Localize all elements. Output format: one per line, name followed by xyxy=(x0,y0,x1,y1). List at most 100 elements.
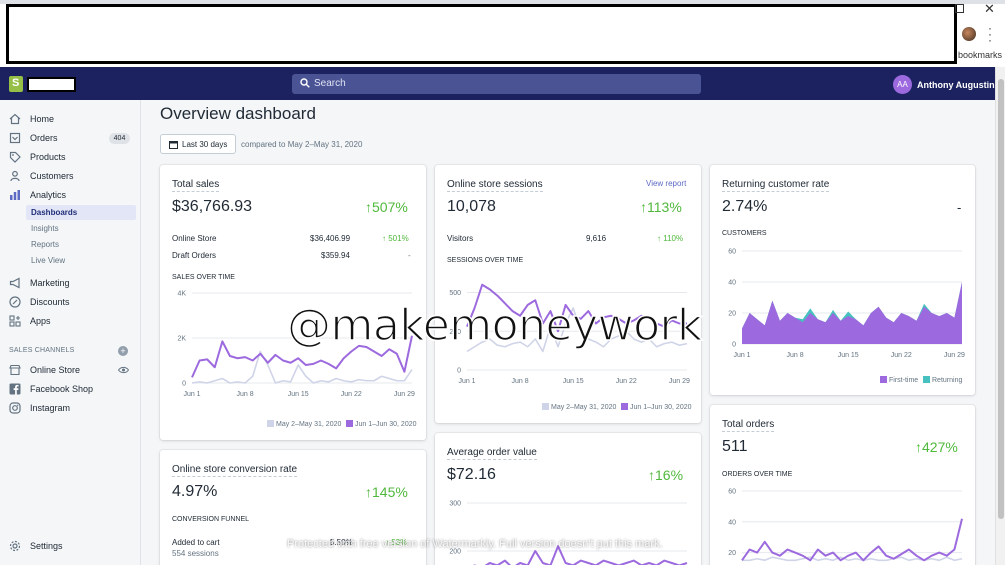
sidebar-item-label: Products xyxy=(30,152,66,162)
user-name[interactable]: Anthony Augustin xyxy=(917,80,995,90)
legend-label: Jun 1–Jun 30, 2020 xyxy=(630,404,692,411)
person-icon xyxy=(10,170,20,182)
funnel-step-change: ↑ 53% xyxy=(385,538,408,547)
legend-label: First-time xyxy=(889,377,919,384)
sidebar-item-settings[interactable]: Settings xyxy=(0,538,141,555)
sidebar-item-products[interactable]: Products xyxy=(0,149,141,166)
card-title[interactable]: Total sales xyxy=(172,179,220,192)
x-tick-label: Jun 8 xyxy=(787,352,804,359)
x-tick-label: Jun 29 xyxy=(944,352,965,359)
series-line-current xyxy=(741,518,963,562)
card-title[interactable]: Online store sessions xyxy=(447,179,543,192)
x-tick-label: Jun 22 xyxy=(341,391,362,398)
card-title[interactable]: Total orders xyxy=(722,419,775,432)
series-line-current xyxy=(473,545,688,565)
x-tick-label: Jun 1 xyxy=(458,378,475,385)
conversion-rate-change: ↑145% xyxy=(365,484,408,500)
sidebar-item-apps[interactable]: Apps xyxy=(0,313,141,330)
sidebar-item-analytics[interactable]: Analytics xyxy=(0,187,141,204)
sidebar-item-home[interactable]: Home xyxy=(0,111,141,128)
browser-profile-avatar[interactable] xyxy=(962,27,976,41)
bookmarks-label[interactable]: bookmarks xyxy=(958,50,1003,60)
sidebar xyxy=(0,100,141,565)
legend-label: Jun 1–Jun 30, 2020 xyxy=(355,421,417,428)
x-tick-label: Jun 8 xyxy=(237,391,254,398)
breakdown-value: $36,406.99 xyxy=(310,234,351,243)
sidebar-item-label: Online Store xyxy=(30,365,81,375)
home-icon xyxy=(9,113,21,125)
card-returning-customer-rate: Returning customer rate 2.74% - CUSTOMER… xyxy=(710,165,975,395)
legend-item: Returning xyxy=(923,376,962,384)
page-scrollbar[interactable] xyxy=(995,67,1005,565)
x-tick-label: Jun 1 xyxy=(183,391,200,398)
sidebar-sub-reports[interactable]: Reports xyxy=(26,237,136,252)
legend-swatch-previous xyxy=(267,420,274,427)
card-title[interactable]: Average order value xyxy=(447,447,537,460)
sidebar-item-instagram[interactable]: Instagram xyxy=(0,400,141,417)
y-tick-label: 60 xyxy=(728,489,736,496)
legend-item: May 2–May 31, 2020 xyxy=(267,420,341,428)
orders-over-time-chart: 20 40 60 xyxy=(728,489,963,562)
x-tick-label: Jun 15 xyxy=(838,352,859,359)
watermark-text: @makemoneywork xyxy=(286,299,703,352)
sidebar-item-label: Discounts xyxy=(30,297,70,307)
date-range-button[interactable]: Last 30 days xyxy=(160,134,236,154)
aov-chart: 200 300 xyxy=(449,501,688,565)
x-tick-label: Jun 15 xyxy=(288,391,309,398)
view-report-link[interactable]: View report xyxy=(646,179,687,188)
scrollbar-thumb[interactable] xyxy=(998,79,1004,519)
search-placeholder: Search xyxy=(314,78,346,89)
window-restore-icon[interactable] xyxy=(955,4,964,13)
series-line-current xyxy=(191,335,413,378)
page-title: Overview dashboard xyxy=(160,104,316,123)
y-tick-label: 0 xyxy=(457,368,461,375)
logo-letter: S xyxy=(12,77,20,89)
add-channel-icon[interactable]: + xyxy=(118,346,128,356)
shopify-logo-icon[interactable]: S xyxy=(9,76,23,92)
breakdown-label: Online Store xyxy=(172,234,217,243)
eye-icon[interactable] xyxy=(118,366,129,374)
card-title[interactable]: Online store conversion rate xyxy=(172,464,298,477)
series-line-previous xyxy=(191,350,413,384)
card-title[interactable]: Returning customer rate xyxy=(722,179,830,192)
x-tick-label: Jun 29 xyxy=(394,391,415,398)
breakdown-change: - xyxy=(408,251,411,260)
sidebar-item-discounts[interactable]: Discounts xyxy=(0,294,141,311)
sidebar-item-label: Settings xyxy=(30,541,63,551)
chart-caption: SESSIONS OVER TIME xyxy=(447,257,524,264)
chart-caption: ORDERS OVER TIME xyxy=(722,471,793,478)
megaphone-icon xyxy=(9,277,20,289)
sidebar-item-facebook-shop[interactable]: Facebook Shop xyxy=(0,381,141,398)
aov-value: $72.16 xyxy=(447,466,496,483)
sales-over-time-chart: 0 2K 4K Jun 1 Jun 8 Jun 15 Jun 22 Jun 29 xyxy=(177,291,415,399)
y-tick-label: 250 xyxy=(449,329,461,336)
card-total-sales: Total sales $36,766.93 ↑507% Online Stor… xyxy=(160,165,426,440)
sessions-over-time-chart: 0 250 500 Jun 1 Jun 8 Jun 15 Jun 22 Jun 29 xyxy=(449,283,690,385)
y-tick-label: 2K xyxy=(177,336,186,343)
redacted-address-bar xyxy=(6,4,957,64)
sidebar-item-label: Marketing xyxy=(30,278,70,288)
legend-swatch-current xyxy=(346,420,353,427)
sidebar-sub-label: Live View xyxy=(31,256,66,265)
user-avatar[interactable]: AA xyxy=(893,75,912,94)
card-online-store-sessions: Online store sessions View report 10,078… xyxy=(435,165,701,423)
sidebar-item-orders[interactable]: Orders 404 xyxy=(0,130,141,147)
sidebar-item-customers[interactable]: Customers xyxy=(0,168,141,185)
search-input[interactable]: Search xyxy=(292,74,701,94)
card-total-orders: Total orders 511 ↑427% ORDERS OVER TIME … xyxy=(710,405,975,565)
browser-menu-icon[interactable]: · · · xyxy=(988,21,992,47)
sidebar-item-online-store[interactable]: Online Store xyxy=(0,362,141,379)
total-orders-change: ↑427% xyxy=(915,439,958,455)
sidebar-sub-live-view[interactable]: Live View xyxy=(26,253,136,268)
sidebar-item-label: Analytics xyxy=(30,190,67,200)
breakdown-change: ↑ 501% xyxy=(382,234,409,243)
facebook-icon xyxy=(9,383,21,395)
sidebar-item-label: Instagram xyxy=(30,403,71,413)
chart-caption: SALES OVER TIME xyxy=(172,274,235,281)
legend-label: May 2–May 31, 2020 xyxy=(276,421,342,428)
sidebar-sub-dashboards[interactable]: Dashboards xyxy=(26,205,136,220)
sidebar-item-marketing[interactable]: Marketing xyxy=(0,275,141,292)
sidebar-sub-insights[interactable]: Insights xyxy=(26,221,136,236)
series-area-first-time xyxy=(742,282,962,344)
window-close-icon[interactable]: ✕ xyxy=(984,1,995,16)
